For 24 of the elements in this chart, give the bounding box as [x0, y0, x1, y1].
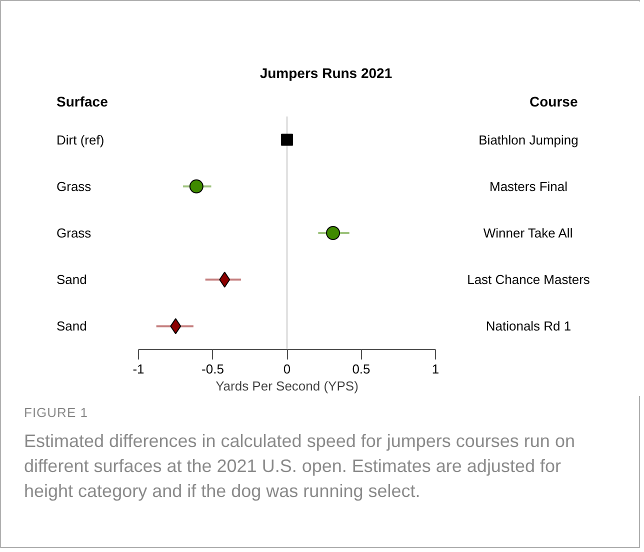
y-tick-label: Dirt (ref): [56, 132, 104, 148]
text: Estimated differences in calculated speed for jumpers courses run on different surfaces at the 2021 U.S. open. Estimates are adjusted for height category and if the dog was running select.: [24, 430, 576, 503]
y-tick-label: Sand: [56, 318, 87, 334]
x-tick-label: -1: [132, 362, 144, 377]
y2-tick-label: Nationals Rd 1: [486, 318, 572, 334]
y2-tick-label: Masters Final: [489, 179, 568, 194]
x-axis-title: Yards Per Second (YPS): [216, 378, 358, 394]
y-tick-label: Grass: [56, 226, 92, 241]
caption: FIGURE 1: [24, 404, 89, 422]
y2-tick-label: Winner Take All: [483, 226, 573, 241]
point: [281, 134, 293, 146]
point: [326, 226, 340, 240]
y-axis-title: Surface: [56, 94, 108, 110]
x-tick-label: 0.5: [352, 362, 370, 377]
y-tick-label: Sand: [56, 272, 87, 288]
x-tick-label: 1: [432, 362, 440, 377]
point: [189, 180, 204, 194]
chart-title: Jumpers Runs 2021: [258, 64, 394, 83]
text: Course: [530, 94, 578, 110]
y2-tick-label: Last Chance Masters: [467, 272, 590, 288]
x-tick-label: 0: [283, 362, 291, 377]
y-tick-label: Grass: [56, 179, 92, 194]
y2-tick-label: Biathlon Jumping: [478, 132, 578, 148]
x-tick-label: -0.5: [202, 362, 224, 377]
